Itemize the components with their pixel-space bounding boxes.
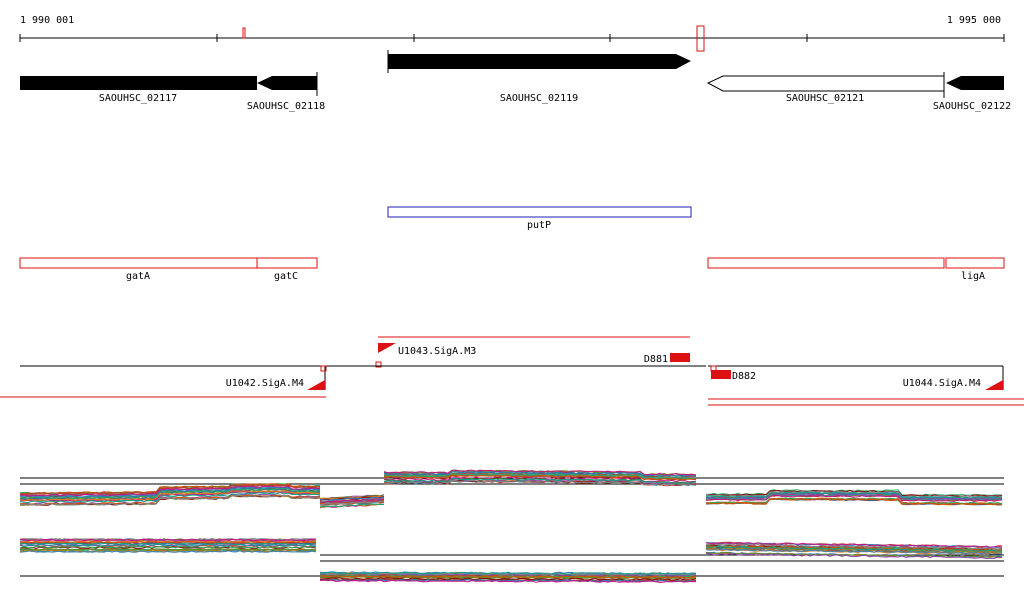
feature-box-gata[interactable]	[19, 257, 258, 269]
expression-line	[383, 480, 697, 486]
axis-start-label: 1 990 001	[20, 15, 74, 26]
expression-line	[320, 496, 385, 501]
expression-line	[19, 494, 321, 506]
expression-line	[383, 473, 697, 479]
feature-box-putp[interactable]	[387, 206, 692, 218]
expression-profiles-forward	[19, 469, 1003, 509]
feature-box-liga[interactable]	[945, 257, 1005, 269]
expression-line	[705, 492, 1003, 500]
gene-label-saouhsc-02117: SAOUHSC_02117	[99, 93, 177, 104]
expression-line	[383, 478, 697, 485]
expression-line	[19, 541, 317, 544]
expression-track-reverse	[19, 538, 1004, 584]
expression-line	[319, 498, 385, 504]
position-marker-large	[696, 25, 705, 52]
expression-line	[705, 497, 1003, 506]
coordinate-ruler: 1 990 001 1 995 000	[19, 15, 1005, 52]
red-feature-track: gatA gatC ligA	[19, 257, 1005, 282]
position-marker-small	[242, 27, 246, 39]
expression-line	[319, 579, 697, 584]
ruler-ticks	[19, 34, 1005, 42]
feature-box-gatc[interactable]	[256, 257, 318, 269]
promoter-label-d881: D881	[644, 354, 668, 365]
expression-line	[705, 494, 1003, 503]
gene-arrow-saouhsc-02121[interactable]	[706, 75, 945, 92]
expression-line	[20, 548, 317, 551]
promoter-label-d882: D882	[732, 371, 756, 382]
expression-line	[319, 501, 385, 506]
gene-label-saouhsc-02121: SAOUHSC_02121	[786, 93, 864, 104]
promoter-tick-m4-left	[320, 365, 327, 372]
promoter-flag-m4-right[interactable]	[985, 380, 1003, 390]
expression-line	[705, 548, 1003, 555]
expression-line	[319, 503, 385, 508]
promoter-label-m4-right: U1044.SigA.M4	[903, 378, 981, 389]
blue-feature-track: putP	[387, 206, 692, 231]
promoter-track: U1043.SigA.M3 D881 U1042.SigA.M4 D882 U1…	[0, 336, 1024, 406]
expression-line	[19, 489, 321, 502]
expression-line	[319, 574, 697, 579]
gene-arrow-saouhsc-02122[interactable]	[946, 76, 1004, 90]
expression-line	[705, 497, 1003, 505]
expression-line	[319, 499, 385, 504]
promoter-label-m4-left: U1042.SigA.M4	[226, 378, 304, 389]
expression-line	[19, 487, 321, 500]
expression-line	[19, 542, 317, 546]
expression-line	[19, 492, 321, 504]
expression-line	[383, 471, 697, 477]
gene-arrow-saouhsc-02118[interactable]	[257, 76, 317, 90]
expression-line	[19, 483, 321, 495]
expression-line	[383, 477, 697, 484]
promoter-tick-m3	[375, 361, 382, 368]
axis-end-label: 1 995 000	[947, 15, 1001, 26]
expression-line	[705, 545, 1003, 553]
promoter-box-d882[interactable]	[711, 370, 731, 379]
gene-label-saouhsc-02119: SAOUHSC_02119	[500, 93, 578, 104]
expression-line	[20, 485, 321, 497]
gene-track: SAOUHSC_02117 SAOUHSC_02118 SAOUHSC_0211…	[20, 50, 1011, 112]
expression-line	[706, 552, 1003, 558]
expression-line	[705, 552, 1002, 560]
feature-label-putp: putP	[527, 220, 551, 231]
expression-line	[319, 571, 697, 575]
expression-line	[319, 495, 385, 500]
gene-label-saouhsc-02122: SAOUHSC_02122	[933, 101, 1011, 112]
promoter-box-d881[interactable]	[670, 353, 690, 362]
feature-box-unlabeled[interactable]	[707, 257, 945, 269]
gene-label-saouhsc-02118: SAOUHSC_02118	[247, 101, 325, 112]
expression-line	[19, 543, 316, 547]
promoter-flag-m3[interactable]	[378, 343, 396, 353]
gene-arrow-saouhsc-02117[interactable]	[20, 76, 257, 90]
expression-line	[383, 474, 697, 481]
expression-profiles-reverse	[19, 538, 1003, 584]
expression-line	[19, 486, 321, 498]
expression-line	[705, 491, 1003, 499]
feature-label-gata: gatA	[126, 271, 150, 282]
expression-line	[319, 577, 697, 581]
promoter-flag-m4-left[interactable]	[307, 380, 325, 390]
expression-line	[705, 542, 1003, 548]
expression-track-forward	[19, 469, 1004, 509]
expression-line	[19, 545, 317, 549]
expression-line	[383, 469, 697, 476]
promoter-label-m3: U1043.SigA.M3	[398, 346, 476, 357]
expression-line	[19, 550, 317, 553]
gene-arrow-saouhsc-02119[interactable]	[388, 54, 691, 69]
expression-line	[319, 572, 697, 577]
feature-label-liga: ligA	[961, 271, 985, 282]
feature-label-gatc: gatC	[274, 271, 298, 282]
expression-line	[20, 538, 316, 542]
